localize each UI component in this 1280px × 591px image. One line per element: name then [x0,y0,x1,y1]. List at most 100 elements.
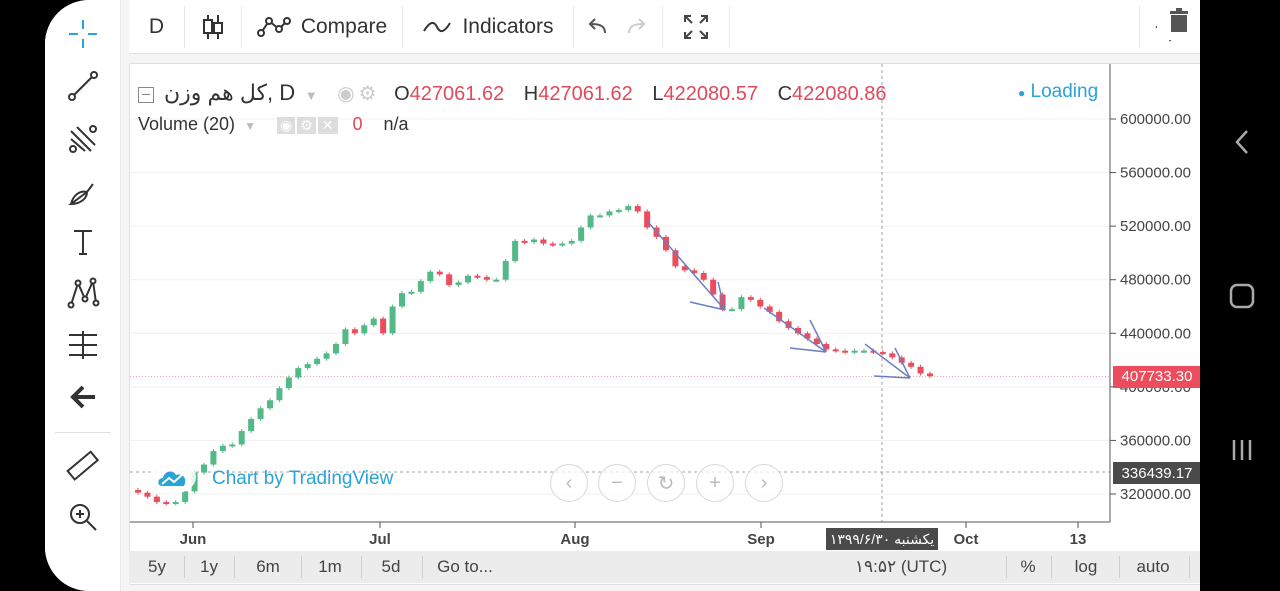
candle-body [512,240,519,261]
text-icon [74,230,92,255]
trend-line-tool[interactable] [60,66,106,106]
zoom-in-button[interactable]: + [696,464,734,502]
candle-body [568,240,575,244]
candle-body [248,419,255,432]
symbol-menu-icon[interactable]: ▼ [304,88,318,103]
delete-button[interactable] [1157,0,1201,40]
recents-nav-button[interactable] [1222,430,1262,470]
volume-eye-icon[interactable]: ◉ [276,117,296,134]
volume-menu-icon[interactable]: ▼ [244,119,256,133]
goto-button[interactable]: Go to... [437,557,493,576]
text-tool[interactable] [60,222,106,262]
candle-body [465,275,471,283]
candle-body [333,344,339,354]
drawn-arrow-head [873,375,911,379]
pattern-tool[interactable] [60,273,106,313]
clock-display[interactable]: ۱۹:۵۲ (UTC) [854,557,948,576]
candle-body [889,353,896,358]
home-nav-button[interactable] [1222,276,1262,316]
symbol-legend: کل هم وزن, D ▼ ◉ ⚙ O427061.62 H427061.62 … [138,80,887,106]
drawn-arrow[interactable] [647,221,726,311]
candle-body [842,350,849,353]
scroll-left-button[interactable]: ‹ [550,464,588,502]
candle-body [813,338,820,344]
candle-body [370,318,377,326]
candle-body [351,329,358,334]
candle-body [606,211,613,216]
log-button[interactable]: log [1074,557,1098,576]
indicators-button[interactable]: Indicators [403,0,573,53]
arrow-tool[interactable] [60,377,106,417]
chart-container[interactable]: 600000.00 560000.00 520000.00 480000.00 4400… [129,63,1203,585]
candle-body [380,318,387,334]
price-tick-label: 440000.00 [1120,325,1191,342]
candle-body [804,333,811,339]
candle-body [870,350,877,353]
candle-body [135,489,141,493]
compare-button[interactable]: Compare [242,0,402,53]
chart-type-button[interactable] [185,0,241,53]
range-1y[interactable]: 1y [200,557,218,576]
candle-body [276,388,283,401]
candle-body [795,327,801,334]
system-nav-bar [1200,0,1280,591]
close-value: 422080.86 [792,83,887,105]
back-nav-button[interactable] [1222,122,1262,162]
candle-body [267,400,273,409]
price-chart[interactable]: 600000.00 560000.00 520000.00 480000.00 4400… [130,64,1202,552]
eye-icon[interactable]: ◉ [337,83,355,105]
ruler-tool[interactable] [60,446,106,486]
undo-button[interactable] [579,0,615,53]
redo-button[interactable] [619,0,655,53]
brush-tool[interactable] [60,172,106,212]
drawn-arrow[interactable] [864,343,911,379]
candle-body [559,243,566,246]
reset-button[interactable]: ↻ [647,464,685,502]
volume-na: n/a [383,114,409,134]
volume-settings-icon[interactable]: ⚙ [297,117,316,134]
candle-body [832,349,839,352]
fullscreen-button[interactable] [663,0,729,53]
zoom-tool[interactable] [60,497,106,537]
volume-remove-icon[interactable]: ✕ [317,117,338,134]
fib-tool[interactable] [60,119,106,159]
drawn-arrow[interactable] [763,307,827,353]
crosshair-price-label: 336439.17 [1113,462,1201,484]
crosshair-date-label: یکشنبه ۱۳۹۹/۶/۳۰ [826,528,938,550]
zoom-out-button[interactable]: − [598,464,636,502]
candle-body [823,344,830,350]
drawn-arrow-head [689,301,726,311]
candle-body [314,358,321,365]
interval-button[interactable]: D [148,14,165,38]
percent-button[interactable]: % [1020,557,1036,576]
open-label: O [394,83,410,105]
watermark-text[interactable]: Chart by TradingView [212,468,394,489]
candle-body [757,299,764,307]
collapse-icon[interactable] [138,86,154,103]
chevron-left-icon [1235,130,1248,154]
range-1m[interactable]: 1m [318,557,342,576]
range-5y[interactable]: 5y [148,557,166,576]
drawn-arrow-head [789,347,827,353]
range-5d[interactable]: 5d [381,557,401,576]
trash-icon [1170,8,1188,32]
range-6m[interactable]: 6m [256,557,280,576]
candle-body [908,362,915,367]
settings-small-icon[interactable]: ⚙ [358,83,377,105]
brush-icon [67,183,94,206]
auto-button[interactable]: auto [1136,557,1170,576]
candle-body [295,368,302,378]
candle-body [285,377,292,389]
compare-icon [256,16,291,37]
crosshair-icon [69,20,97,48]
price-tick-label: 560000.00 [1120,165,1191,182]
scroll-right-button[interactable]: › [745,464,783,502]
recents-icon [1232,440,1252,460]
measure-tool[interactable] [60,325,106,365]
candle-body [710,279,717,295]
candle-body [625,206,632,211]
candle-body [201,464,207,473]
candle-body [766,306,773,312]
candle-body [182,491,189,503]
crosshair-tool[interactable] [60,14,106,54]
